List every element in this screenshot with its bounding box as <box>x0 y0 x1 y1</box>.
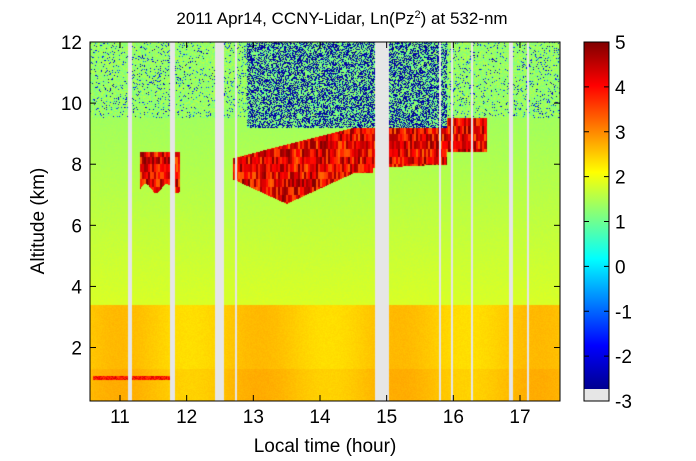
colorbar-tick-label: -1 <box>615 302 632 323</box>
colorbar-tick-label: 2 <box>615 168 626 189</box>
x-tick-label: 13 <box>243 407 264 428</box>
colorbar: 5 4 3 2 1 0 -1 -2 -3 <box>583 33 632 413</box>
colorbar-tick-label: -3 <box>615 392 632 413</box>
colorbar-gradient <box>584 42 609 389</box>
y-axis-label: Altitude (km) <box>28 168 49 275</box>
x-tick-label: 16 <box>443 407 464 428</box>
plot-frame <box>89 41 561 402</box>
y-tick-label: 4 <box>71 277 82 298</box>
chart-title: 2011 Apr14, CCNY-Lidar, Ln(Pz2) at 532-n… <box>176 9 507 28</box>
x-tick-label: 17 <box>509 407 530 428</box>
colorbar-tick-label: 1 <box>615 213 626 234</box>
y-tick-label: 2 <box>71 339 82 360</box>
x-tick-label: 14 <box>309 407 331 428</box>
x-axis-label: Local time (hour) <box>254 436 397 457</box>
x-axis: 11 12 13 14 15 16 17 <box>110 42 531 428</box>
y-tick-label: 10 <box>61 94 82 115</box>
colorbar-tick-label: 5 <box>615 33 626 54</box>
colorbar-missing-swatch <box>584 389 609 401</box>
y-tick-label: 8 <box>71 155 82 176</box>
plot-area <box>90 42 560 401</box>
colorbar-tick-label: 4 <box>615 78 626 99</box>
colorbar-tick-label: 0 <box>615 257 626 278</box>
x-tick-label: 11 <box>110 407 130 428</box>
x-tick-label: 12 <box>176 407 197 428</box>
colorbar-tick-label: 3 <box>615 123 626 144</box>
y-tick-label: 12 <box>61 33 82 54</box>
colorbar-tick-label: -2 <box>615 347 632 368</box>
colorbar-ticks: 5 4 3 2 1 0 -1 -2 -3 <box>584 33 632 413</box>
x-tick-label: 15 <box>376 407 397 428</box>
heatmap-canvas <box>90 42 560 401</box>
y-tick-label: 6 <box>71 216 82 237</box>
